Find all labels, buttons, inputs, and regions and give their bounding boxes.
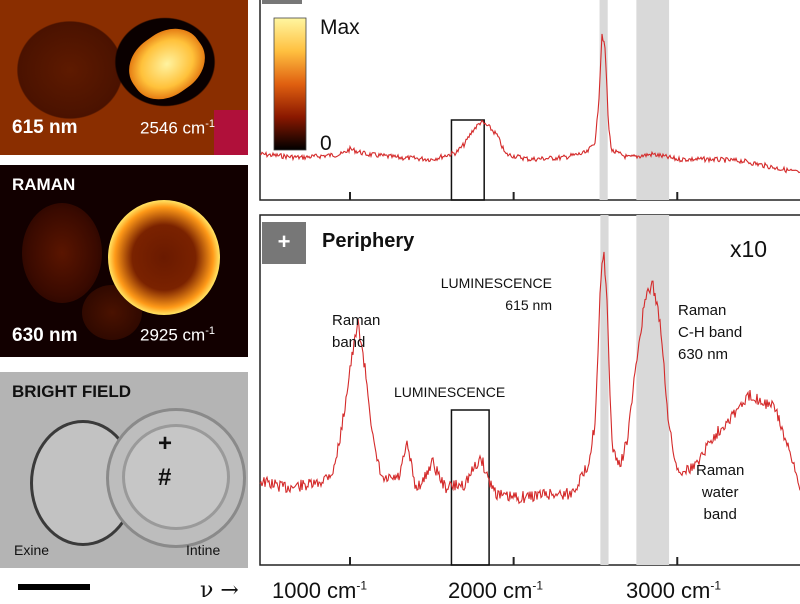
left-grain-speckle (22, 203, 102, 303)
raman-wavelength: 630 nm (12, 325, 78, 346)
spectrum-line-series (259, 251, 800, 505)
image-wavelength-label: 615 nm (12, 117, 78, 138)
bottom-spectrum-layer (259, 214, 800, 566)
highlight-box-0 (450, 119, 485, 201)
annotation-ch-band: Raman C-H band 630 nm (678, 302, 743, 363)
periphery-toggle-button[interactable]: + (262, 222, 306, 264)
x-tick-label-1000: 1000 cm-1 (272, 578, 368, 603)
top-panel-button-edge (262, 0, 302, 4)
top-spectrum-layer (259, 0, 800, 201)
hash-marker: # (158, 464, 172, 491)
scale-marker-red (214, 110, 248, 155)
shaded-band-1 (636, 0, 670, 200)
luminescence-615-image: 615 nm 2546 cm-1 (0, 0, 248, 155)
colorbar-min-label: 0 (320, 132, 332, 155)
highlight-box-0 (450, 409, 490, 566)
x-tick-label-3000: 3000 cm-1 (626, 578, 722, 603)
scale-bar (18, 584, 90, 590)
scale-factor-label: x10 (730, 236, 768, 262)
intine-label: Intine (186, 542, 221, 558)
panel-frame (259, 0, 800, 201)
annotation-luminescence-box: LUMINESCENCE (394, 384, 506, 400)
bright-field-image: + # BRIGHT FIELD Exine Intine (0, 372, 248, 568)
panel-frame (259, 214, 800, 566)
annotation-water-band: Raman water band (696, 462, 745, 523)
raman-wavenumber: 2925 cm-1 (140, 325, 215, 345)
raman-image: RAMAN 630 nm 2925 cm-1 (0, 165, 248, 357)
plus-marker: + (158, 430, 173, 457)
shaded-band-0 (599, 0, 608, 200)
x-tick-label-2000: 2000 cm-1 (448, 578, 544, 603)
bright-ring (108, 200, 220, 315)
image-wavenumber-label: 2546 cm-1 (140, 118, 215, 138)
colorbar (273, 17, 307, 151)
periphery-title: Periphery (322, 230, 415, 252)
raman-title: RAMAN (12, 175, 76, 194)
shaded-band-0 (600, 215, 609, 565)
colorbar-max-label: Max (320, 16, 360, 39)
annotation-luminescence-peak: LUMINESCENCE 615 nm (440, 275, 552, 313)
annotation-raman-band: Raman band (332, 312, 381, 351)
bright-field-title: BRIGHT FIELD (12, 382, 131, 401)
exine-label: Exine (14, 542, 50, 558)
nu-symbol: ν → (200, 578, 239, 603)
shaded-band-1 (636, 215, 670, 565)
intine-inner-ring (122, 424, 230, 530)
spectrum-line-series (259, 33, 800, 174)
